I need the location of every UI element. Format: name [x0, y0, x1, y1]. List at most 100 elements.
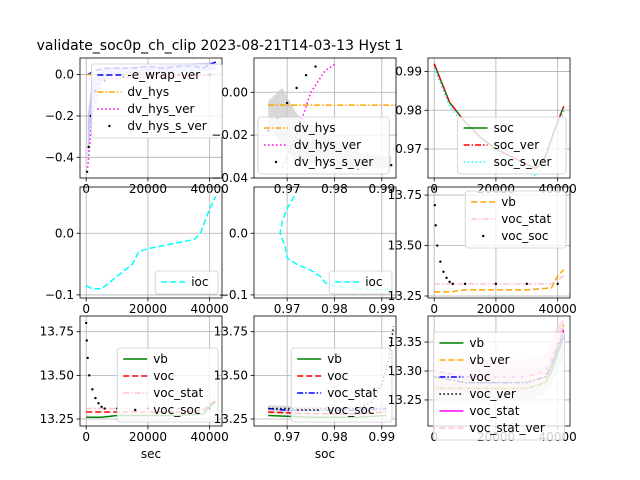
legend: vb voc voc_stat voc_soc: [116, 347, 219, 423]
series-voc-soc-point: [451, 282, 454, 286]
y-tick-label: 0.97: [395, 142, 422, 156]
series-voc-soc-point: [448, 280, 451, 284]
axes-frame: [427, 186, 571, 299]
y-tick-label: 0.0: [55, 226, 74, 240]
legend-entry: voc_stat: [153, 386, 203, 400]
subplot-4: 0 20000 40000 −0.1 0.0 ioc: [45, 186, 229, 316]
series-dv-hys-s-ver-point: [285, 101, 289, 105]
series-voc-soc-point: [103, 407, 106, 410]
series-dv-hys-s-ver-point: [390, 163, 393, 167]
legend-entry: vb_ver: [469, 353, 509, 367]
axes-frame: [427, 57, 571, 179]
legend: vb voc voc_stat voc_soc: [290, 347, 393, 423]
figure-title: validate_soc0p_ch_clip 2023-08-21T14-03-…: [37, 38, 404, 54]
legend-box: [328, 270, 393, 295]
x-tick-label: 40000: [191, 302, 229, 316]
series-dv-hys-s-ver-point: [304, 73, 308, 77]
legend-entry: dv_hys_ver: [294, 138, 361, 152]
subplot-8: 0.97 0.98 0.99 13.25 13.50 13.75 soc vb voc voc_s…: [214, 315, 397, 461]
x-axis-label: sec: [141, 447, 161, 461]
legend: -e_wrap_ver dv_hys dv_hys_ver dv_hys_s_ver: [91, 63, 223, 139]
legend: ioc: [328, 270, 393, 295]
legend: soc soc_ver soc_s_ver: [457, 116, 567, 175]
series-voc-soc-point: [436, 244, 439, 247]
y-tick-label: −0.02: [211, 128, 248, 142]
legend-box: [290, 347, 393, 423]
y-tick-label: −0.2: [45, 109, 74, 123]
legend-box: [432, 331, 565, 441]
legend-entry: dv_hys_ver: [127, 102, 194, 116]
legend-entry: voc_soc: [327, 403, 374, 417]
y-tick-label: 0.0: [55, 68, 74, 82]
legend-marker: [134, 408, 137, 412]
y-tick-label: 13.30: [388, 364, 422, 378]
plot-area: [85, 195, 217, 290]
y-tick-label: 13.75: [214, 325, 248, 339]
series-dv-hys-s-ver-point: [85, 170, 89, 173]
x-tick-label: 0.98: [321, 430, 348, 444]
axes-frame: [253, 315, 397, 427]
legend-entry: voc: [469, 370, 490, 384]
axes-frame: [253, 57, 397, 179]
legend-box: [257, 116, 390, 175]
legend-entry: voc_soc: [501, 229, 548, 243]
plot-area: [432, 187, 565, 293]
legend-entry: dv_hys_s_ver: [127, 119, 206, 133]
x-tick-label: 40000: [191, 430, 229, 444]
x-tick-label: 0.99: [368, 430, 395, 444]
x-tick-label: 20000: [129, 430, 167, 444]
legend-entry: soc: [494, 121, 514, 135]
x-tick-label: 0: [82, 302, 90, 316]
legend-entry: soc_s_ver: [494, 155, 552, 169]
x-tick-label: 0.99: [368, 302, 395, 316]
y-tick-label: 13.75: [40, 325, 74, 339]
y-tick-label: −0.04: [211, 171, 248, 185]
x-tick-label: 0.98: [321, 302, 348, 316]
y-tick-label: 0.99: [395, 65, 422, 79]
y-tick-label: 13.25: [388, 289, 422, 303]
legend-box: [154, 270, 219, 295]
series-voc-soc-point: [442, 270, 445, 273]
x-tick-label: 0.97: [274, 302, 301, 316]
legend-entry: voc_stat_ver: [469, 421, 545, 435]
x-tick-label: 0: [430, 302, 438, 316]
legend: vb voc_stat voc_soc: [464, 190, 567, 249]
legend-entry: voc_soc: [153, 403, 200, 417]
series-voc-soc-point: [85, 339, 88, 342]
axes-frame: [79, 186, 223, 299]
series-dv-hys-s-ver-point: [295, 86, 298, 90]
series-voc-soc-point: [88, 374, 91, 377]
legend-entry: dv_hys: [127, 85, 169, 99]
y-tick-label: 0.98: [395, 103, 422, 117]
legend-entry: ioc: [191, 275, 208, 289]
y-tick-label: −0.1: [219, 288, 248, 302]
series-voc-soc-point: [91, 388, 94, 391]
series-voc-stat-line: [434, 275, 565, 285]
series-voc-soc-point: [525, 282, 528, 286]
legend-marker: [108, 124, 111, 128]
series-voc-soc-point: [100, 405, 103, 408]
legend: ioc: [154, 270, 219, 295]
series-voc-soc-point: [97, 402, 100, 405]
y-tick-label: 13.50: [214, 368, 248, 382]
legend-entry: voc: [327, 369, 348, 383]
legend-entry: voc_stat: [469, 404, 519, 418]
series-voc-soc-point: [433, 203, 436, 207]
legend-marker: [274, 160, 278, 164]
plot-area: [279, 195, 392, 291]
subplot-2: 0.97 0.98 0.99−0.04−0.020.00dv_hysdv_hys_v…: [211, 57, 397, 196]
y-tick-label: 0.00: [221, 85, 248, 99]
axes-frame: [79, 315, 223, 427]
y-tick-label: 13.35: [388, 335, 422, 349]
y-tick-label: 13.25: [214, 412, 248, 426]
y-tick-label: −0.4: [45, 150, 74, 164]
legend-box: [116, 347, 219, 423]
y-tick-label: 13.50: [388, 239, 422, 253]
series-voc-soc-point: [84, 321, 88, 325]
series-voc-soc-point: [86, 356, 89, 360]
x-tick-label: 0.97: [274, 430, 301, 444]
y-tick-label: −0.1: [45, 288, 74, 302]
x-axis-label: soc: [315, 447, 335, 461]
series-vb-line: [434, 269, 565, 293]
